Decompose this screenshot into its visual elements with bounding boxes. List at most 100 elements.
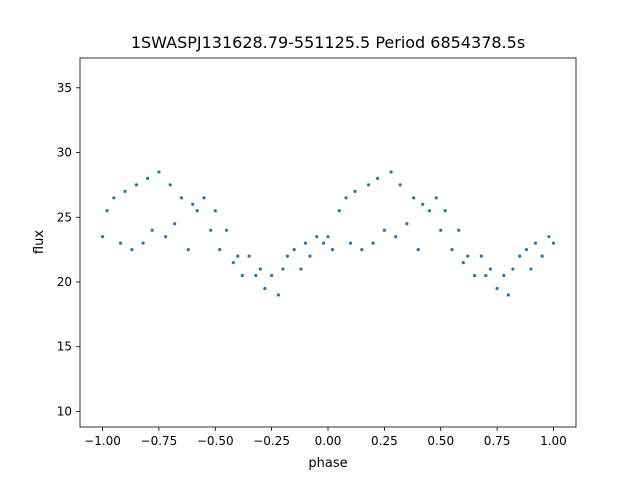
data-point xyxy=(164,235,168,239)
data-point xyxy=(450,248,454,252)
x-tick-label: −0.25 xyxy=(253,434,290,448)
x-tick-label: 1.00 xyxy=(540,434,567,448)
x-tick-label: −0.50 xyxy=(197,434,234,448)
data-point xyxy=(488,267,492,271)
data-point xyxy=(353,189,357,193)
points-layer xyxy=(100,170,556,297)
data-point xyxy=(299,267,303,271)
data-point xyxy=(179,196,184,200)
chart-title: 1SWASPJ131628.79-551125.5 Period 6854378… xyxy=(131,33,525,52)
x-axis-label: phase xyxy=(308,456,347,471)
data-point xyxy=(285,254,290,258)
data-point xyxy=(524,248,529,252)
data-point xyxy=(186,248,190,252)
y-tick-label: 10 xyxy=(57,404,72,418)
data-point xyxy=(443,209,447,213)
data-point xyxy=(416,248,420,252)
data-point xyxy=(112,196,116,200)
data-point xyxy=(224,228,229,232)
data-point xyxy=(191,202,195,206)
data-point xyxy=(281,267,285,271)
x-tick-label: −0.75 xyxy=(141,434,178,448)
data-point xyxy=(421,202,425,206)
data-point xyxy=(330,248,335,252)
data-point xyxy=(405,222,409,226)
data-point xyxy=(427,209,432,213)
data-point xyxy=(263,286,267,291)
data-point xyxy=(209,228,213,232)
y-tick-label: 25 xyxy=(57,210,72,224)
data-point xyxy=(551,241,556,245)
x-tick-label: 0.00 xyxy=(315,434,342,448)
x-tick-label: 0.50 xyxy=(427,434,454,448)
data-point xyxy=(292,248,296,252)
data-point xyxy=(434,196,438,200)
data-point xyxy=(529,267,533,271)
data-point xyxy=(394,235,398,239)
y-tick-label: 15 xyxy=(57,340,72,354)
data-point xyxy=(376,176,380,181)
data-point xyxy=(461,260,465,265)
data-point xyxy=(348,241,353,245)
data-point xyxy=(360,248,364,252)
data-point xyxy=(236,254,240,258)
data-point xyxy=(466,254,470,258)
data-point xyxy=(540,254,544,258)
data-point xyxy=(146,176,150,181)
data-point xyxy=(484,273,488,278)
data-point xyxy=(398,183,402,187)
data-point xyxy=(218,248,222,252)
data-point xyxy=(337,209,341,213)
data-point xyxy=(344,196,348,200)
data-point xyxy=(240,273,244,278)
data-point xyxy=(412,196,416,200)
data-point xyxy=(141,241,145,245)
data-point xyxy=(118,241,123,245)
data-point xyxy=(276,293,280,297)
data-point xyxy=(168,183,172,187)
y-tick-label: 30 xyxy=(57,146,72,160)
data-point xyxy=(511,267,515,271)
data-point xyxy=(533,241,538,245)
x-tick-label: −1.00 xyxy=(84,434,121,448)
data-point xyxy=(472,273,477,278)
data-point xyxy=(134,183,138,187)
data-point xyxy=(105,209,109,213)
y-tick-label: 20 xyxy=(57,275,72,289)
data-point xyxy=(506,293,510,297)
x-tick-label: 0.25 xyxy=(371,434,398,448)
data-point xyxy=(371,241,375,245)
data-point xyxy=(326,235,330,239)
data-point xyxy=(173,222,177,226)
y-axis-label: flux xyxy=(32,230,47,254)
y-tick-label: 35 xyxy=(57,81,72,95)
data-point xyxy=(202,196,206,200)
data-point xyxy=(495,286,499,291)
x-tick-label: 0.75 xyxy=(484,434,511,448)
data-point xyxy=(479,254,483,258)
data-point xyxy=(366,183,371,187)
data-point xyxy=(258,267,262,271)
data-point xyxy=(315,235,319,239)
data-point xyxy=(382,228,386,232)
data-point xyxy=(502,273,506,278)
data-point xyxy=(100,235,105,239)
data-point xyxy=(547,235,551,239)
y-axis-ticks: 10 15 20 25 30 35 xyxy=(57,81,80,418)
data-point xyxy=(389,170,393,174)
data-point xyxy=(157,170,161,174)
data-point xyxy=(518,254,522,258)
data-point xyxy=(308,254,312,258)
data-point xyxy=(247,254,251,258)
data-point xyxy=(130,248,134,252)
data-point xyxy=(439,228,443,232)
data-point xyxy=(457,228,461,232)
data-point xyxy=(303,241,308,245)
data-point xyxy=(321,241,326,245)
data-point xyxy=(195,209,199,213)
data-point xyxy=(254,273,258,278)
x-axis-ticks: −1.00 −0.75 −0.50 −0.25 0.00 0.25 0.50 0.75 1.00 xyxy=(84,427,567,448)
data-point xyxy=(150,228,154,232)
